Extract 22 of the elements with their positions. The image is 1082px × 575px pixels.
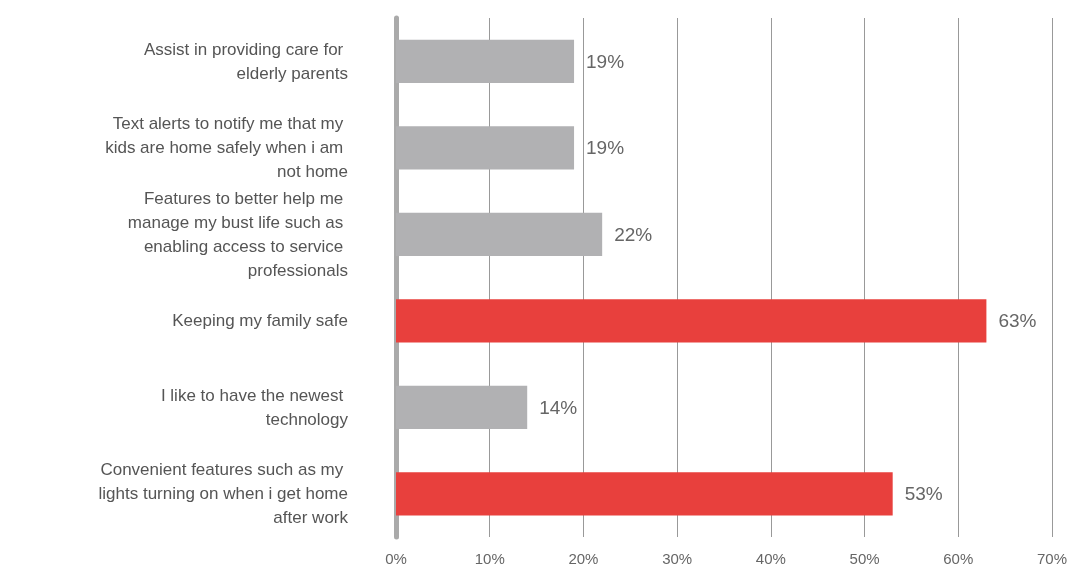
data-label: 22% xyxy=(614,223,653,245)
data-label: 19% xyxy=(586,50,625,72)
data-label: 14% xyxy=(539,396,578,418)
x-tick-label: 30% xyxy=(662,550,693,567)
data-label: 53% xyxy=(904,483,943,505)
x-tick-label: 10% xyxy=(474,550,505,567)
y-tick-label: I like to have the newest technology xyxy=(160,385,349,429)
x-tick-label: 60% xyxy=(943,550,974,567)
y-tick-label: Assist in providing care for elderly parents xyxy=(143,39,348,83)
x-tick-label: 20% xyxy=(568,550,599,567)
x-tick-label: 50% xyxy=(849,550,880,567)
x-tick-label: 40% xyxy=(755,550,786,567)
bar xyxy=(396,299,987,343)
y-tick-label: Keeping my family safe xyxy=(172,311,348,331)
data-label: 19% xyxy=(586,137,625,159)
y-tick-label: Features to better help me manage my bust life such as enabling access to service professionals xyxy=(127,188,348,280)
bar xyxy=(396,472,893,516)
data-label: 63% xyxy=(998,310,1037,332)
x-tick-label: 70% xyxy=(1036,550,1068,567)
y-tick-label: Text alerts to notify me that my kids are home safely when i am not home xyxy=(105,114,348,182)
x-tick-label: 0% xyxy=(385,550,407,567)
y-tick-label: Convenient features such as my lights turning on when i get home after work xyxy=(98,460,349,528)
